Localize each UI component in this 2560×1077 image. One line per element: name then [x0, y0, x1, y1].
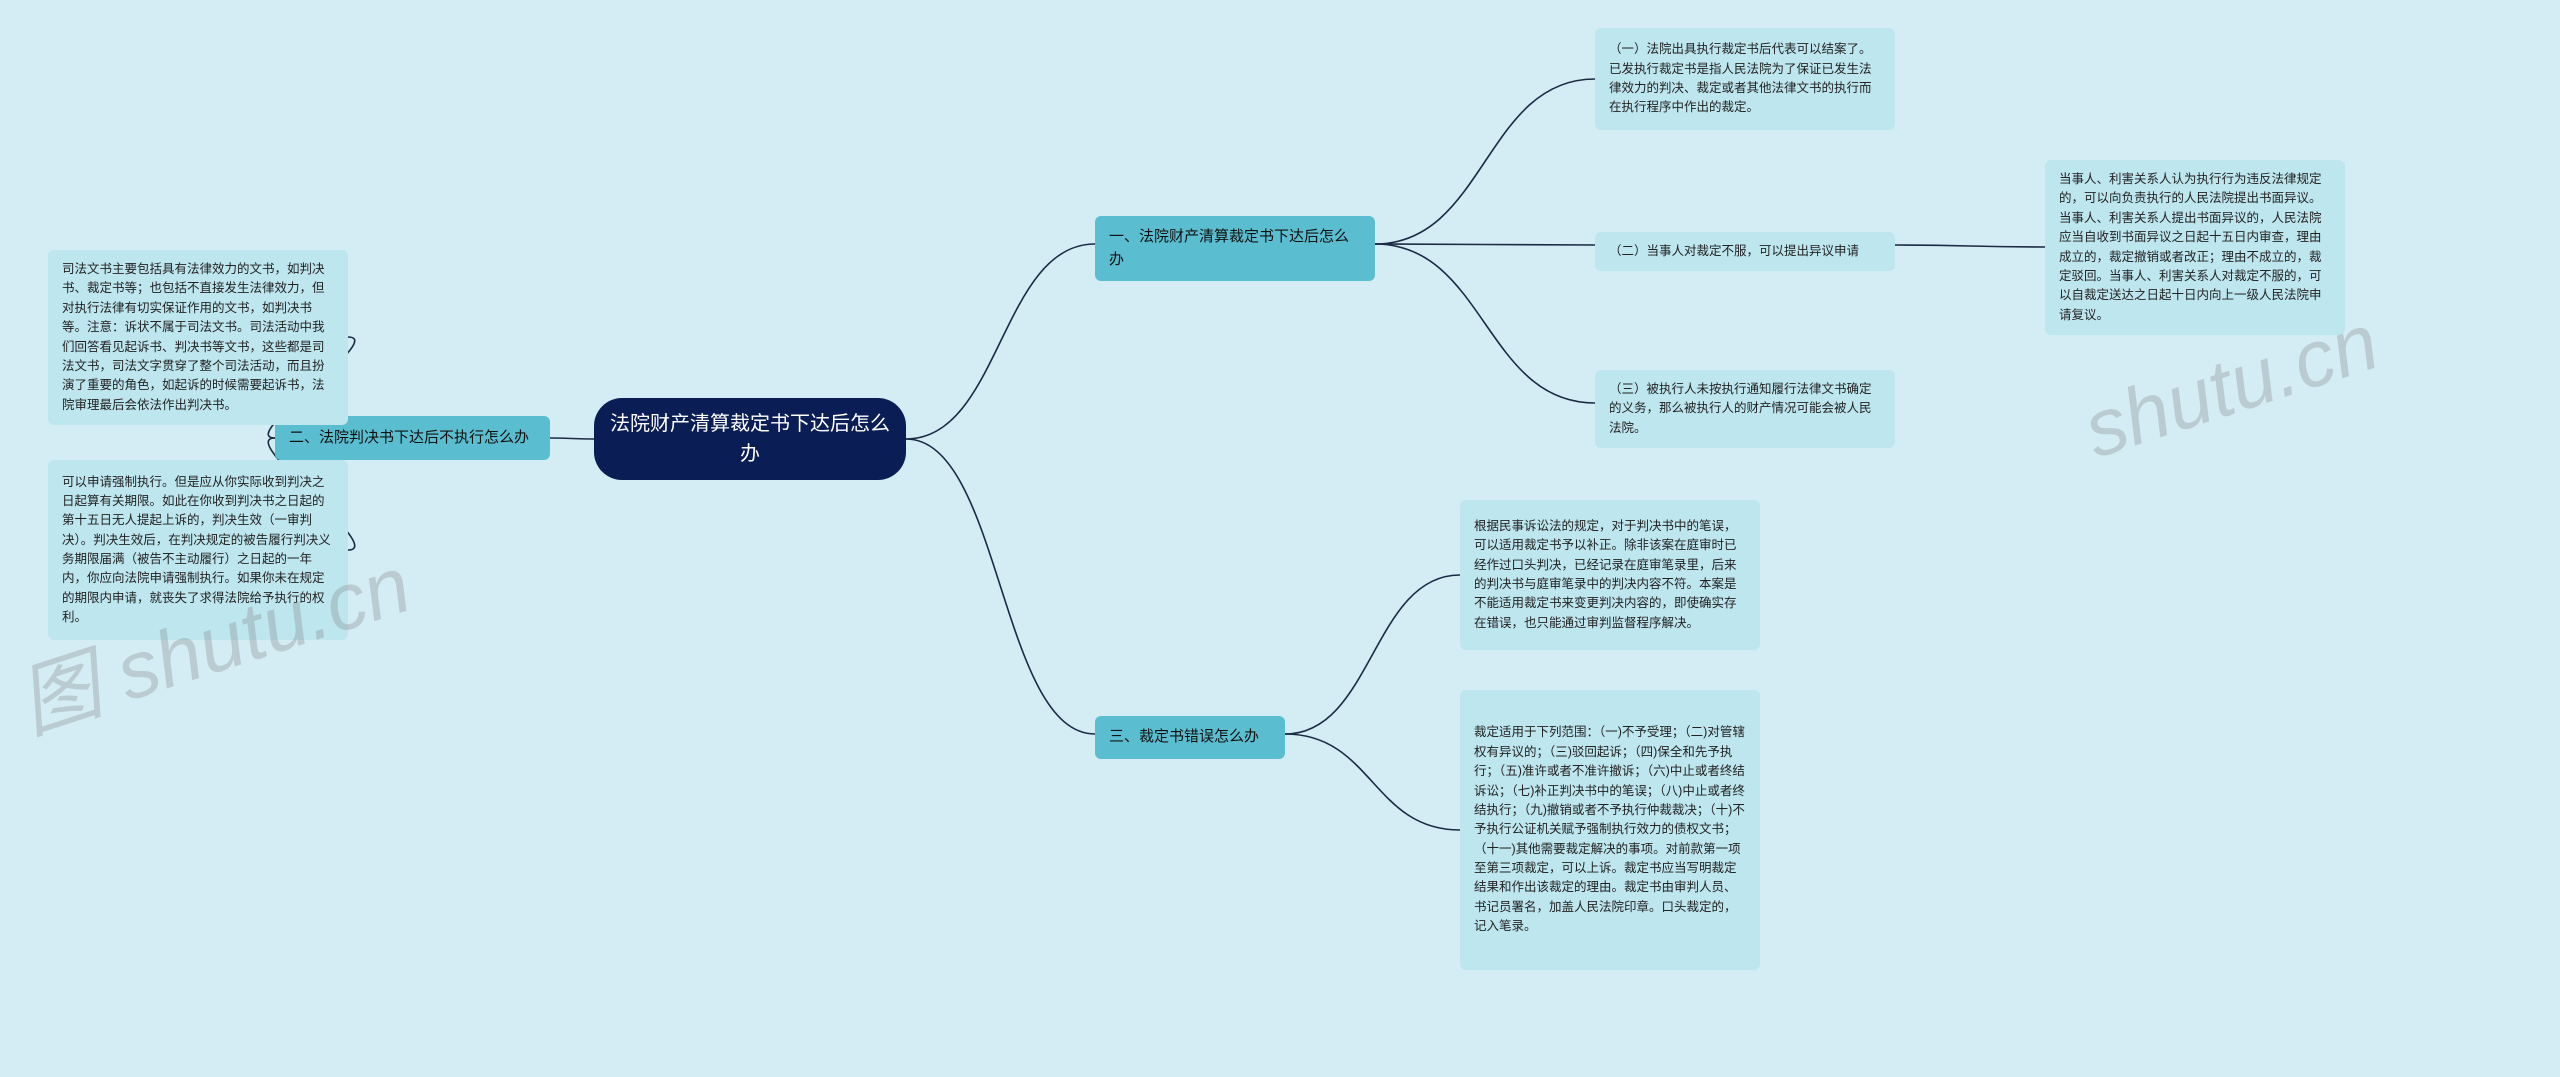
root-node: 法院财产清算裁定书下达后怎么办 [594, 398, 906, 480]
connector-1 [906, 439, 1095, 734]
leaf-left-0-0: 司法文书主要包括具有法律效力的文书，如判决书、裁定书等；也包括不直接发生法律效力… [48, 250, 348, 425]
leaf-right-0-1: （二）当事人对裁定不服，可以提出异议申请 [1595, 232, 1895, 271]
branch-right-1: 三、裁定书错误怎么办 [1095, 716, 1285, 759]
connector-6 [1895, 245, 2045, 247]
connector-4 [1375, 244, 1595, 245]
mindmap-canvas: 法院财产清算裁定书下达后怎么办 一、法院财产清算裁定书下达后怎么办 （一）法院出具… [0, 0, 2560, 1077]
connector-8 [1285, 734, 1460, 830]
leaf-right-1-0: 根据民事诉讼法的规定，对于判决书中的笔误，可以适用裁定书予以补正。除非该案在庭审… [1460, 500, 1760, 650]
connector-3 [1375, 79, 1595, 244]
leaf-right-1-1: 裁定适用于下列范围：（一)不予受理；（二)对管辖权有异议的；（三)驳回起诉；（四… [1460, 690, 1760, 970]
leaf-right-0-0: （一）法院出具执行裁定书后代表可以结案了。已发执行裁定书是指人民法院为了保证已发… [1595, 28, 1895, 130]
leaf-right-0-1-sub: 当事人、利害关系人认为执行行为违反法律规定的，可以向负责执行的人民法院提出书面异… [2045, 160, 2345, 335]
leaf-left-0-1: 可以申请强制执行。但是应从你实际收到判决之日起算有关期限。如此在你收到判决书之日… [48, 460, 348, 640]
connector-2 [550, 438, 594, 439]
leaf-right-0-2: （三）被执行人未按执行通知履行法律文书确定的义务，那么被执行人的财产情况可能会被… [1595, 370, 1895, 448]
connector-7 [1285, 575, 1460, 734]
connector-0 [906, 244, 1095, 439]
connector-5 [1375, 244, 1595, 403]
branch-right-0: 一、法院财产清算裁定书下达后怎么办 [1095, 216, 1375, 281]
